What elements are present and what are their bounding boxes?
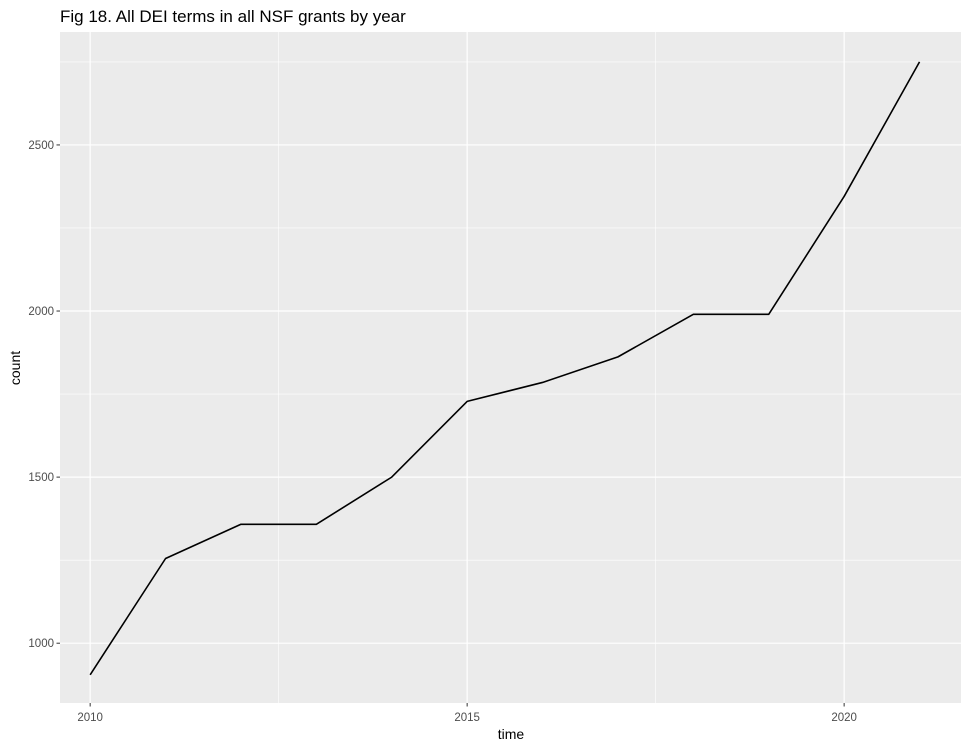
chart-title: Fig 18. All DEI terms in all NSF grants … <box>60 7 406 26</box>
x-axis: 2010 2015 2020 <box>77 703 857 724</box>
plot-panel <box>60 32 961 703</box>
y-tick-label: 2500 <box>28 140 54 152</box>
y-tick-label: 2000 <box>28 306 54 318</box>
y-axis-title: count <box>7 351 23 385</box>
x-tick-label: 2015 <box>454 712 480 724</box>
minor-gridlines <box>60 32 961 703</box>
y-tick-label: 1500 <box>28 472 54 484</box>
y-axis: 1000 1500 2000 2500 <box>28 140 60 650</box>
x-axis-title: time <box>498 726 525 742</box>
series-line <box>89 61 921 676</box>
x-tick-label: 2020 <box>831 712 857 724</box>
x-tick-label: 2010 <box>77 712 103 724</box>
major-gridlines <box>60 32 961 703</box>
series-layer <box>89 61 921 676</box>
y-tick-label: 1000 <box>28 638 54 650</box>
